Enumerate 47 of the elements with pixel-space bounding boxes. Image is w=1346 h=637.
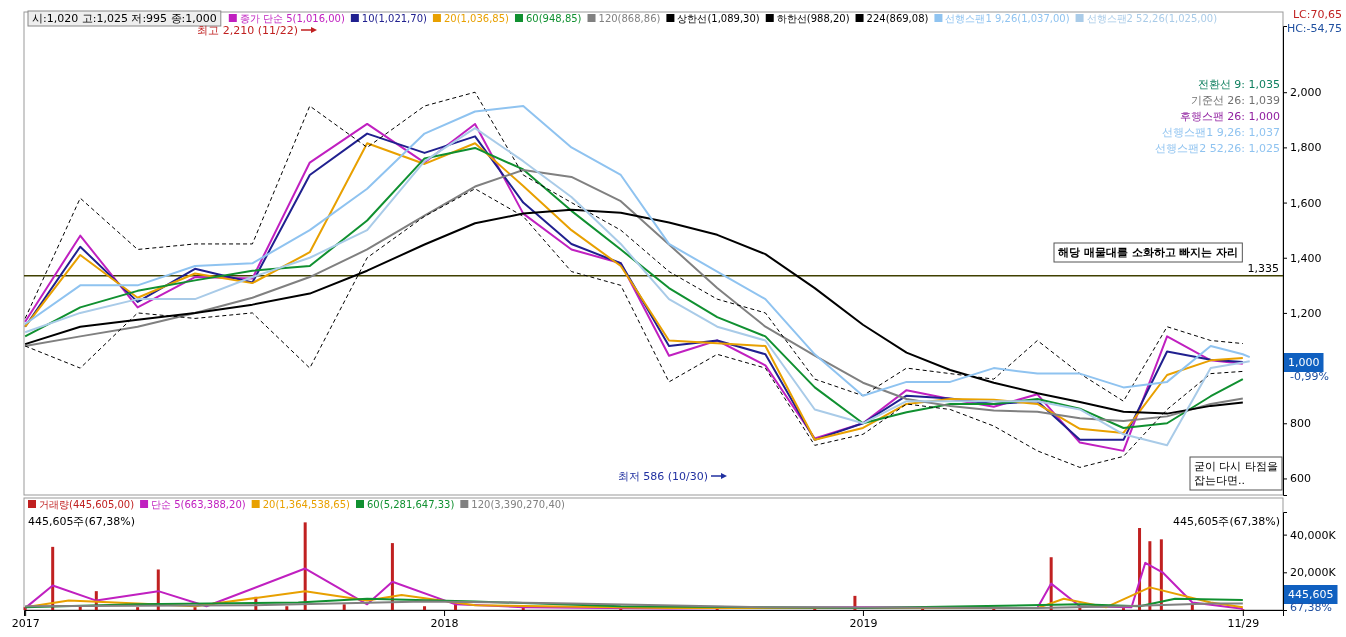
annotation: 445,605주(67,38%) <box>28 515 136 528</box>
annotation: 해당 매물대를 소화하고 빠지는 자리 <box>1058 246 1239 259</box>
legend-label: 거래량(445,605,00) <box>39 499 135 510</box>
ref-line-label: 1,335 <box>1247 261 1279 275</box>
text: HC:-54,75 <box>1286 22 1342 35</box>
y-tick-label: 1,200 <box>1290 306 1322 320</box>
y-tick-label: 20,000K <box>1290 566 1337 580</box>
legend-label: 선행스팬2 52,26(1,025,00) <box>1086 13 1218 24</box>
y-tick-label: 1,400 <box>1290 251 1322 265</box>
y-tick-label: 600 <box>1290 472 1311 486</box>
text: LC:70,65 <box>1292 8 1342 21</box>
annotation: 최고 2,210 (11/22) <box>197 24 298 37</box>
legend-label: 10(1,021,70) <box>361 13 428 24</box>
legend-label: 20(1,364,538,65) <box>262 499 351 510</box>
y-tick-label: 1,600 <box>1290 196 1322 210</box>
text: 445,605 <box>1288 588 1334 601</box>
text: 1,000 <box>1288 356 1320 369</box>
legend-label: 224(869,08) <box>866 13 929 24</box>
y-tick-label: 1,800 <box>1290 141 1322 155</box>
x-tick-label: 2017 <box>11 616 40 630</box>
legend-label: 60(948,85) <box>525 13 582 24</box>
legend-label: 종가 단순 5(1,016,00) <box>239 13 345 24</box>
legend-label: 120(3,390,270,40) <box>471 499 566 510</box>
y-tick-label: 2,000 <box>1290 86 1322 100</box>
x-tick-label: 11/29 <box>1227 616 1260 630</box>
annotation: 굳이 다시 타점을 잡는다면.. <box>1194 460 1278 487</box>
legend-label: 120(868,86) <box>598 13 661 24</box>
text: -0,99% <box>1290 370 1329 383</box>
y-tick-label: 40,000K <box>1290 528 1337 542</box>
legend-label: 선행스팬1 9,26(1,037,00) <box>945 13 1070 24</box>
chart-title: 시:1,020 고:1,025 저:995 종:1,000 <box>32 12 217 25</box>
legend-label: 단순 5(663,388,20) <box>151 499 246 510</box>
text: 67,38% <box>1290 601 1332 614</box>
legend-label: 20(1,036,85) <box>443 13 510 24</box>
annotation: 후행스팬 26: 1,000 <box>1179 110 1280 123</box>
annotation: 선행스팬1 9,26: 1,037 <box>1162 126 1280 139</box>
legend-label: 상한선(1,089,30) <box>677 13 760 24</box>
x-tick-label: 2018 <box>430 616 459 630</box>
legend-label: 60(5,281,647,33) <box>367 499 455 510</box>
annotation: 선행스팬2 52,26: 1,025 <box>1155 142 1280 155</box>
annotation: 기준선 26: 1,039 <box>1190 94 1280 107</box>
annotation: 최저 586 (10/30) <box>617 470 708 483</box>
x-tick-label: 2019 <box>849 616 878 630</box>
y-tick-label: 800 <box>1290 417 1311 431</box>
legend-label: 하한선(988,20) <box>776 13 850 24</box>
annotation: 전환선 9: 1,035 <box>1197 78 1280 91</box>
annotation: 445,605주(67,38%) <box>1172 515 1280 528</box>
